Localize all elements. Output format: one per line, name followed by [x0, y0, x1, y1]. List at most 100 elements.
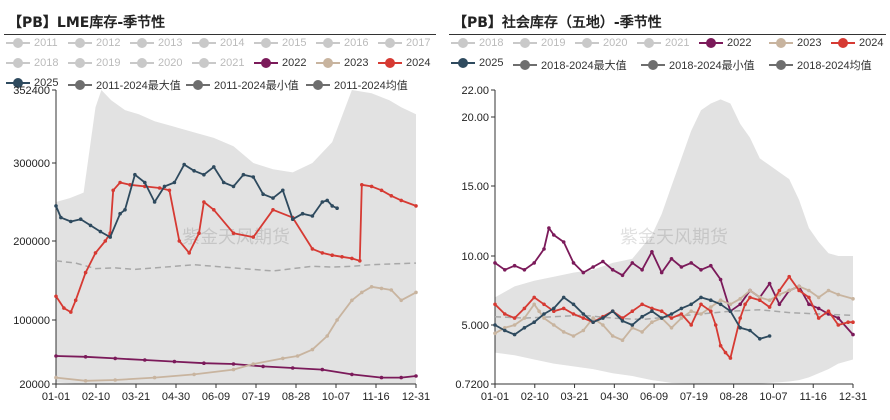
- data-point-2022: [620, 273, 625, 278]
- data-point-2025: [561, 295, 566, 300]
- legend-item[interactable]: 2019: [513, 37, 565, 49]
- data-point-2024: [167, 188, 172, 193]
- data-point-2024: [187, 251, 191, 255]
- legend-item[interactable]: 2018: [6, 57, 58, 69]
- data-point-2025: [738, 326, 742, 330]
- data-point-2024: [699, 302, 703, 307]
- legend-item[interactable]: 2018-2024均值: [769, 57, 872, 73]
- legend-item[interactable]: 2025: [451, 57, 503, 69]
- data-point-2025: [601, 316, 605, 320]
- data-point-2023: [620, 338, 625, 343]
- legend-item[interactable]: 2023: [316, 57, 368, 69]
- data-point-2022: [261, 364, 265, 369]
- legend-label: 2023: [797, 37, 822, 49]
- x-tick-label: 12-31: [839, 391, 867, 403]
- legend-label: 2022: [727, 37, 752, 49]
- data-point-2025: [503, 328, 507, 333]
- data-point-2023: [679, 316, 684, 320]
- legend-item[interactable]: 2011-2024最大值: [68, 77, 181, 93]
- data-point-2025: [659, 316, 664, 320]
- legend-item[interactable]: 2020: [130, 57, 182, 69]
- max-min-range-band: [56, 90, 416, 384]
- data-point-2024: [807, 295, 811, 300]
- legend-item[interactable]: 2011-2024最小值: [186, 77, 299, 93]
- x-tick-label: 02-10: [521, 391, 549, 403]
- data-point-2023: [379, 286, 384, 291]
- data-point-2025: [679, 306, 684, 311]
- chart-title: 【PB】LME库存-季节性: [8, 15, 166, 31]
- data-point-2025: [202, 172, 206, 177]
- data-point-2023: [113, 378, 117, 382]
- legend-item[interactable]: 2021: [192, 57, 244, 69]
- legend-item[interactable]: 2019: [68, 57, 120, 69]
- legend-item[interactable]: 2011: [6, 37, 58, 49]
- legend-marker-icon: [641, 59, 665, 71]
- legend-item[interactable]: 2020: [575, 37, 627, 49]
- y-tick-label: 5.000: [461, 320, 489, 332]
- data-point-2022: [379, 375, 384, 380]
- data-point-2024: [767, 305, 772, 309]
- legend-item[interactable]: 2018-2024最小值: [641, 57, 755, 73]
- legend-item[interactable]: 2015: [254, 37, 306, 49]
- data-point-2024: [118, 180, 122, 185]
- data-point-2022: [547, 226, 551, 230]
- legend-item[interactable]: 2024: [831, 37, 883, 49]
- data-point-2022: [581, 270, 586, 275]
- legend-label: 2018: [479, 37, 504, 49]
- legend-item[interactable]: 2022: [254, 57, 306, 69]
- data-point-2025: [718, 302, 723, 307]
- data-point-2023: [399, 298, 404, 303]
- data-point-2025: [69, 219, 73, 224]
- legend-item[interactable]: 2011-2024均值: [306, 77, 408, 93]
- legend-marker-icon: [6, 57, 30, 69]
- data-point-2025: [767, 334, 772, 338]
- data-point-2022: [231, 362, 236, 366]
- legend-label: 2019: [541, 37, 566, 49]
- legend-label: 2016: [344, 37, 369, 49]
- x-tick-label: 08-28: [282, 391, 310, 403]
- social-inventory-chart-panel: 【PB】社会库存（五地）-季节性 2018 2019 2020 2021 2022 202…: [445, 0, 890, 420]
- data-point-2025: [630, 323, 635, 327]
- legend-marker-icon: [378, 57, 402, 69]
- data-point-2025: [640, 314, 644, 319]
- data-point-2024: [202, 200, 206, 204]
- data-point-2022: [659, 270, 664, 275]
- data-point-2025: [758, 337, 762, 341]
- data-point-2023: [360, 290, 364, 295]
- legend-marker-icon: [831, 37, 855, 49]
- legend-item[interactable]: 2016: [316, 37, 368, 49]
- legend-item[interactable]: 2014: [192, 37, 244, 49]
- legend-item[interactable]: 2013: [130, 37, 182, 49]
- data-point-2024: [197, 231, 201, 235]
- legend-item[interactable]: 2021: [637, 37, 689, 49]
- data-point-2023: [295, 354, 300, 358]
- legend-item[interactable]: 2025: [6, 77, 58, 89]
- data-point-2025: [281, 188, 285, 193]
- legend-marker-icon: [513, 59, 537, 71]
- data-point-2024: [231, 231, 236, 235]
- data-point-2022: [767, 281, 772, 286]
- data-point-2025: [231, 184, 236, 189]
- data-point-2022: [350, 372, 354, 377]
- data-point-2025: [290, 217, 295, 221]
- data-point-2024: [758, 298, 762, 303]
- data-point-2025: [581, 312, 586, 316]
- data-point-2022: [54, 354, 58, 358]
- legend-item[interactable]: 2023: [769, 37, 821, 49]
- legend-item[interactable]: 2017: [378, 37, 430, 49]
- data-point-2022: [601, 259, 605, 264]
- data-point-2024: [379, 188, 384, 193]
- data-point-2022: [738, 302, 742, 307]
- legend-item[interactable]: 2018-2024最大值: [513, 57, 627, 73]
- data-point-2023: [537, 309, 541, 314]
- x-tick-label: 07-19: [242, 391, 270, 403]
- data-point-2024: [826, 309, 831, 314]
- data-point-2024: [640, 302, 644, 307]
- legend-item[interactable]: 2024: [378, 57, 430, 69]
- data-point-2023: [851, 297, 855, 301]
- data-point-2023: [522, 316, 527, 320]
- legend-item[interactable]: 2012: [68, 37, 120, 49]
- legend-item[interactable]: 2022: [699, 37, 751, 49]
- data-point-2023: [192, 372, 196, 377]
- legend-item[interactable]: 2018: [451, 37, 503, 49]
